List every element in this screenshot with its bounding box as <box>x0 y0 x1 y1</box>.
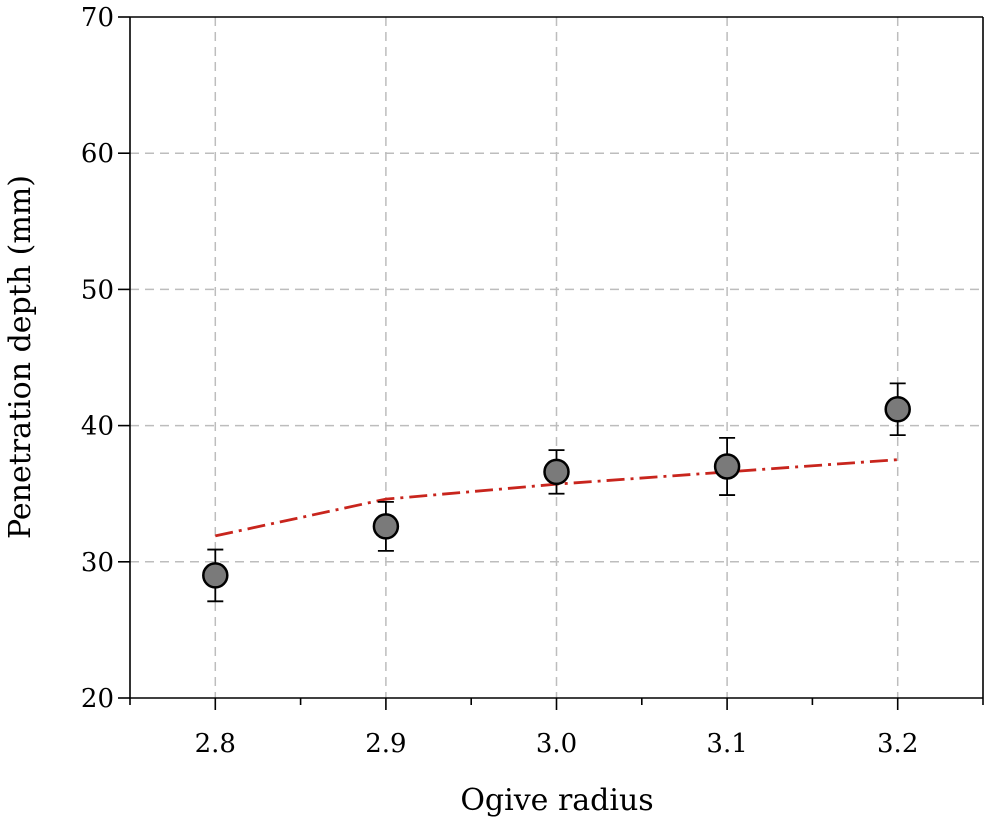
x-tick-label: 2.8 <box>195 729 236 759</box>
data-point <box>884 396 911 423</box>
x-tick-label: 3.1 <box>706 729 747 759</box>
plot-area <box>202 382 911 603</box>
data-point <box>202 562 229 589</box>
data-point <box>713 453 741 480</box>
axes: 20 30 40 50 60 70 2.8 2.9 3.0 3.1 3.2 <box>81 3 984 759</box>
y-axis-label: Penetration depth (mm) <box>3 175 38 539</box>
x-axis-label: Ogive radius <box>460 783 653 818</box>
y-tick-label: 40 <box>81 412 114 442</box>
data-point <box>543 458 570 486</box>
x-tick-label: 3.2 <box>877 729 918 759</box>
y-tick-label: 70 <box>81 3 114 33</box>
y-tick-label: 50 <box>81 275 114 305</box>
x-tick-label: 3.0 <box>536 729 577 759</box>
data-point <box>372 513 400 540</box>
y-tick-label: 20 <box>81 684 114 714</box>
y-tick-label: 30 <box>81 548 114 578</box>
y-tick-label: 60 <box>81 139 114 169</box>
x-tick-label: 2.9 <box>365 729 406 759</box>
grid <box>130 17 983 698</box>
